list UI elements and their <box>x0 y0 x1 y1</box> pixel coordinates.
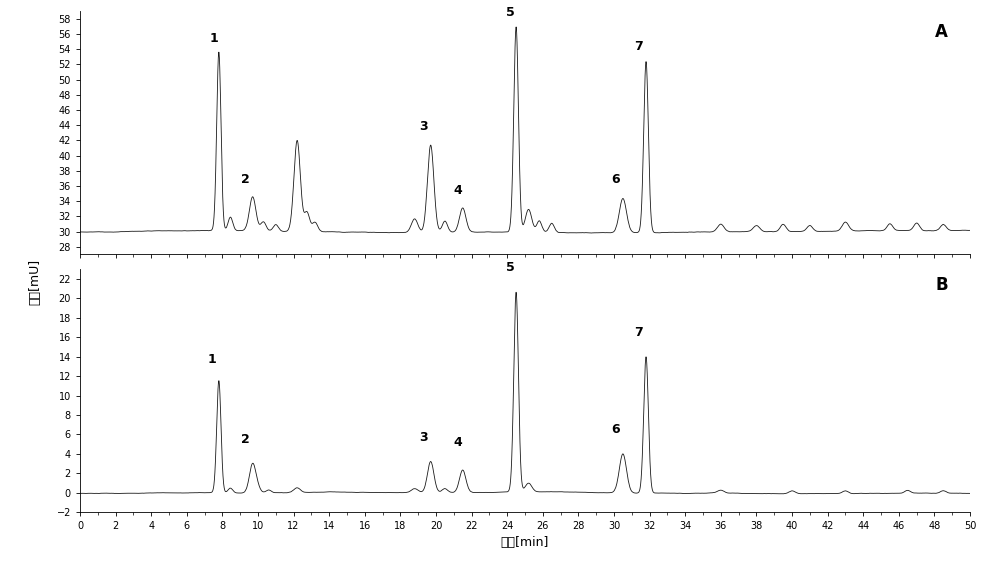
Text: 3: 3 <box>419 120 428 133</box>
Text: 2: 2 <box>241 433 250 446</box>
Text: A: A <box>935 24 948 42</box>
Text: 4: 4 <box>453 436 462 449</box>
X-axis label: 时间[min]: 时间[min] <box>501 535 549 548</box>
Text: 1: 1 <box>207 354 216 367</box>
Text: 5: 5 <box>506 261 515 274</box>
Text: 6: 6 <box>611 173 620 186</box>
Text: 5: 5 <box>506 6 515 19</box>
Text: 3: 3 <box>419 431 428 444</box>
Text: 7: 7 <box>635 40 643 53</box>
Text: 1: 1 <box>209 33 218 46</box>
Text: 4: 4 <box>453 185 462 198</box>
Text: 2: 2 <box>241 173 250 186</box>
Text: 7: 7 <box>635 326 643 339</box>
Text: 信号[mU]: 信号[mU] <box>28 258 42 305</box>
Text: B: B <box>935 276 948 294</box>
Text: 6: 6 <box>611 423 620 436</box>
